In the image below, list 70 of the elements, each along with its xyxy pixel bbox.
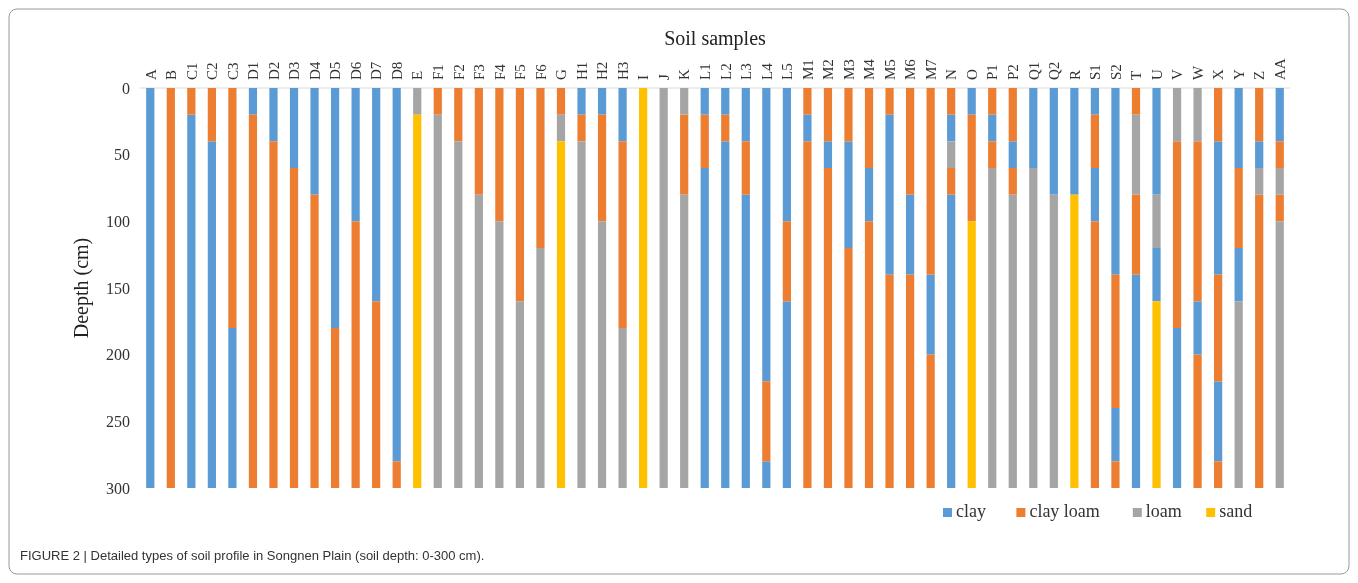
x-tick-label: S2 [1107,64,1124,80]
x-tick-label: D5 [327,61,344,80]
x-tick-label: J [655,74,672,80]
x-tick-label: Q2 [1046,61,1063,80]
legend-label: sand [1219,501,1253,521]
x-tick-label: Q1 [1025,61,1042,80]
x-tick-label: Z [1251,70,1268,80]
x-tick-label: F3 [471,64,488,80]
x-tick-label: D3 [286,61,303,80]
x-tick-label: N [943,69,960,80]
x-tick-label: C3 [224,62,241,80]
x-tick-label: B [163,69,180,80]
x-tick-label: G [553,69,570,80]
x-tick-label: D8 [388,61,405,80]
x-tick-label: R [1066,69,1083,80]
y-tick-label: 300 [106,479,130,497]
x-tick-label: M1 [799,59,816,80]
x-tick-label: K [676,69,693,80]
x-tick-label: F4 [491,63,508,80]
x-tick-label: M6 [902,58,919,80]
x-tick-label: M4 [861,58,878,80]
y-axis-title: Deepth (cm) [70,237,93,339]
caption: FIGURE 2 | Detailed types of soil profile in Songnen Plain (soil depth: 0-300 cm). [20,548,485,563]
x-tick-label: M3 [840,59,857,80]
x-tick-label: D7 [368,61,385,80]
x-tick-label: L5 [779,63,796,80]
x-tick-label: AA [1271,58,1288,80]
x-tick-label: L3 [738,63,755,80]
x-axis-title: Soil samples [664,27,767,50]
x-tick-label: I [635,75,652,80]
legend-label: loam [1145,501,1182,521]
x-tick-label: V [1169,69,1186,80]
x-tick-label: C2 [204,62,221,80]
x-tick-label: Y [1230,69,1247,80]
x-tick-label: F2 [450,64,467,80]
x-tick-label: W [1189,65,1206,80]
x-tick-label: P2 [1005,64,1022,80]
x-tick-label: F1 [430,64,447,80]
x-tick-label: T [1128,70,1145,80]
x-tick-label: X [1210,69,1227,80]
x-tick-label: D1 [245,61,262,80]
y-tick-label: 250 [106,412,130,430]
x-tick-label: U [1148,69,1165,80]
y-tick-label: 150 [106,279,130,297]
y-tick-label: 50 [114,146,130,164]
x-tick-label: D4 [306,61,323,80]
x-tick-label: H1 [573,61,590,80]
legend-label: clay [956,501,986,521]
x-tick-label: D6 [347,61,364,80]
x-tick-label: O [963,69,980,80]
x-tick-label: S1 [1087,64,1104,80]
x-tick-label: D2 [265,61,282,80]
x-tick-label: E [409,70,426,80]
x-tick-label: M5 [881,59,898,80]
x-tick-label: H3 [614,61,631,80]
x-tick-label: F5 [512,64,529,80]
y-tick-label: 0 [122,79,130,97]
y-tick-label: 100 [106,212,130,230]
x-tick-label: P1 [984,64,1001,80]
y-tick-label: 200 [106,346,130,364]
x-tick-label: M7 [922,58,939,80]
x-tick-label: A [142,69,159,80]
x-tick-label: H2 [594,61,611,80]
x-tick-label: L4 [758,62,775,80]
x-tick-label: F6 [532,63,549,80]
legend-label: clay loam [1029,501,1100,521]
x-tick-label: M2 [820,59,837,80]
x-tick-label: L1 [696,63,713,80]
x-tick-label: L2 [717,63,734,80]
x-tick-label: C1 [183,62,200,80]
